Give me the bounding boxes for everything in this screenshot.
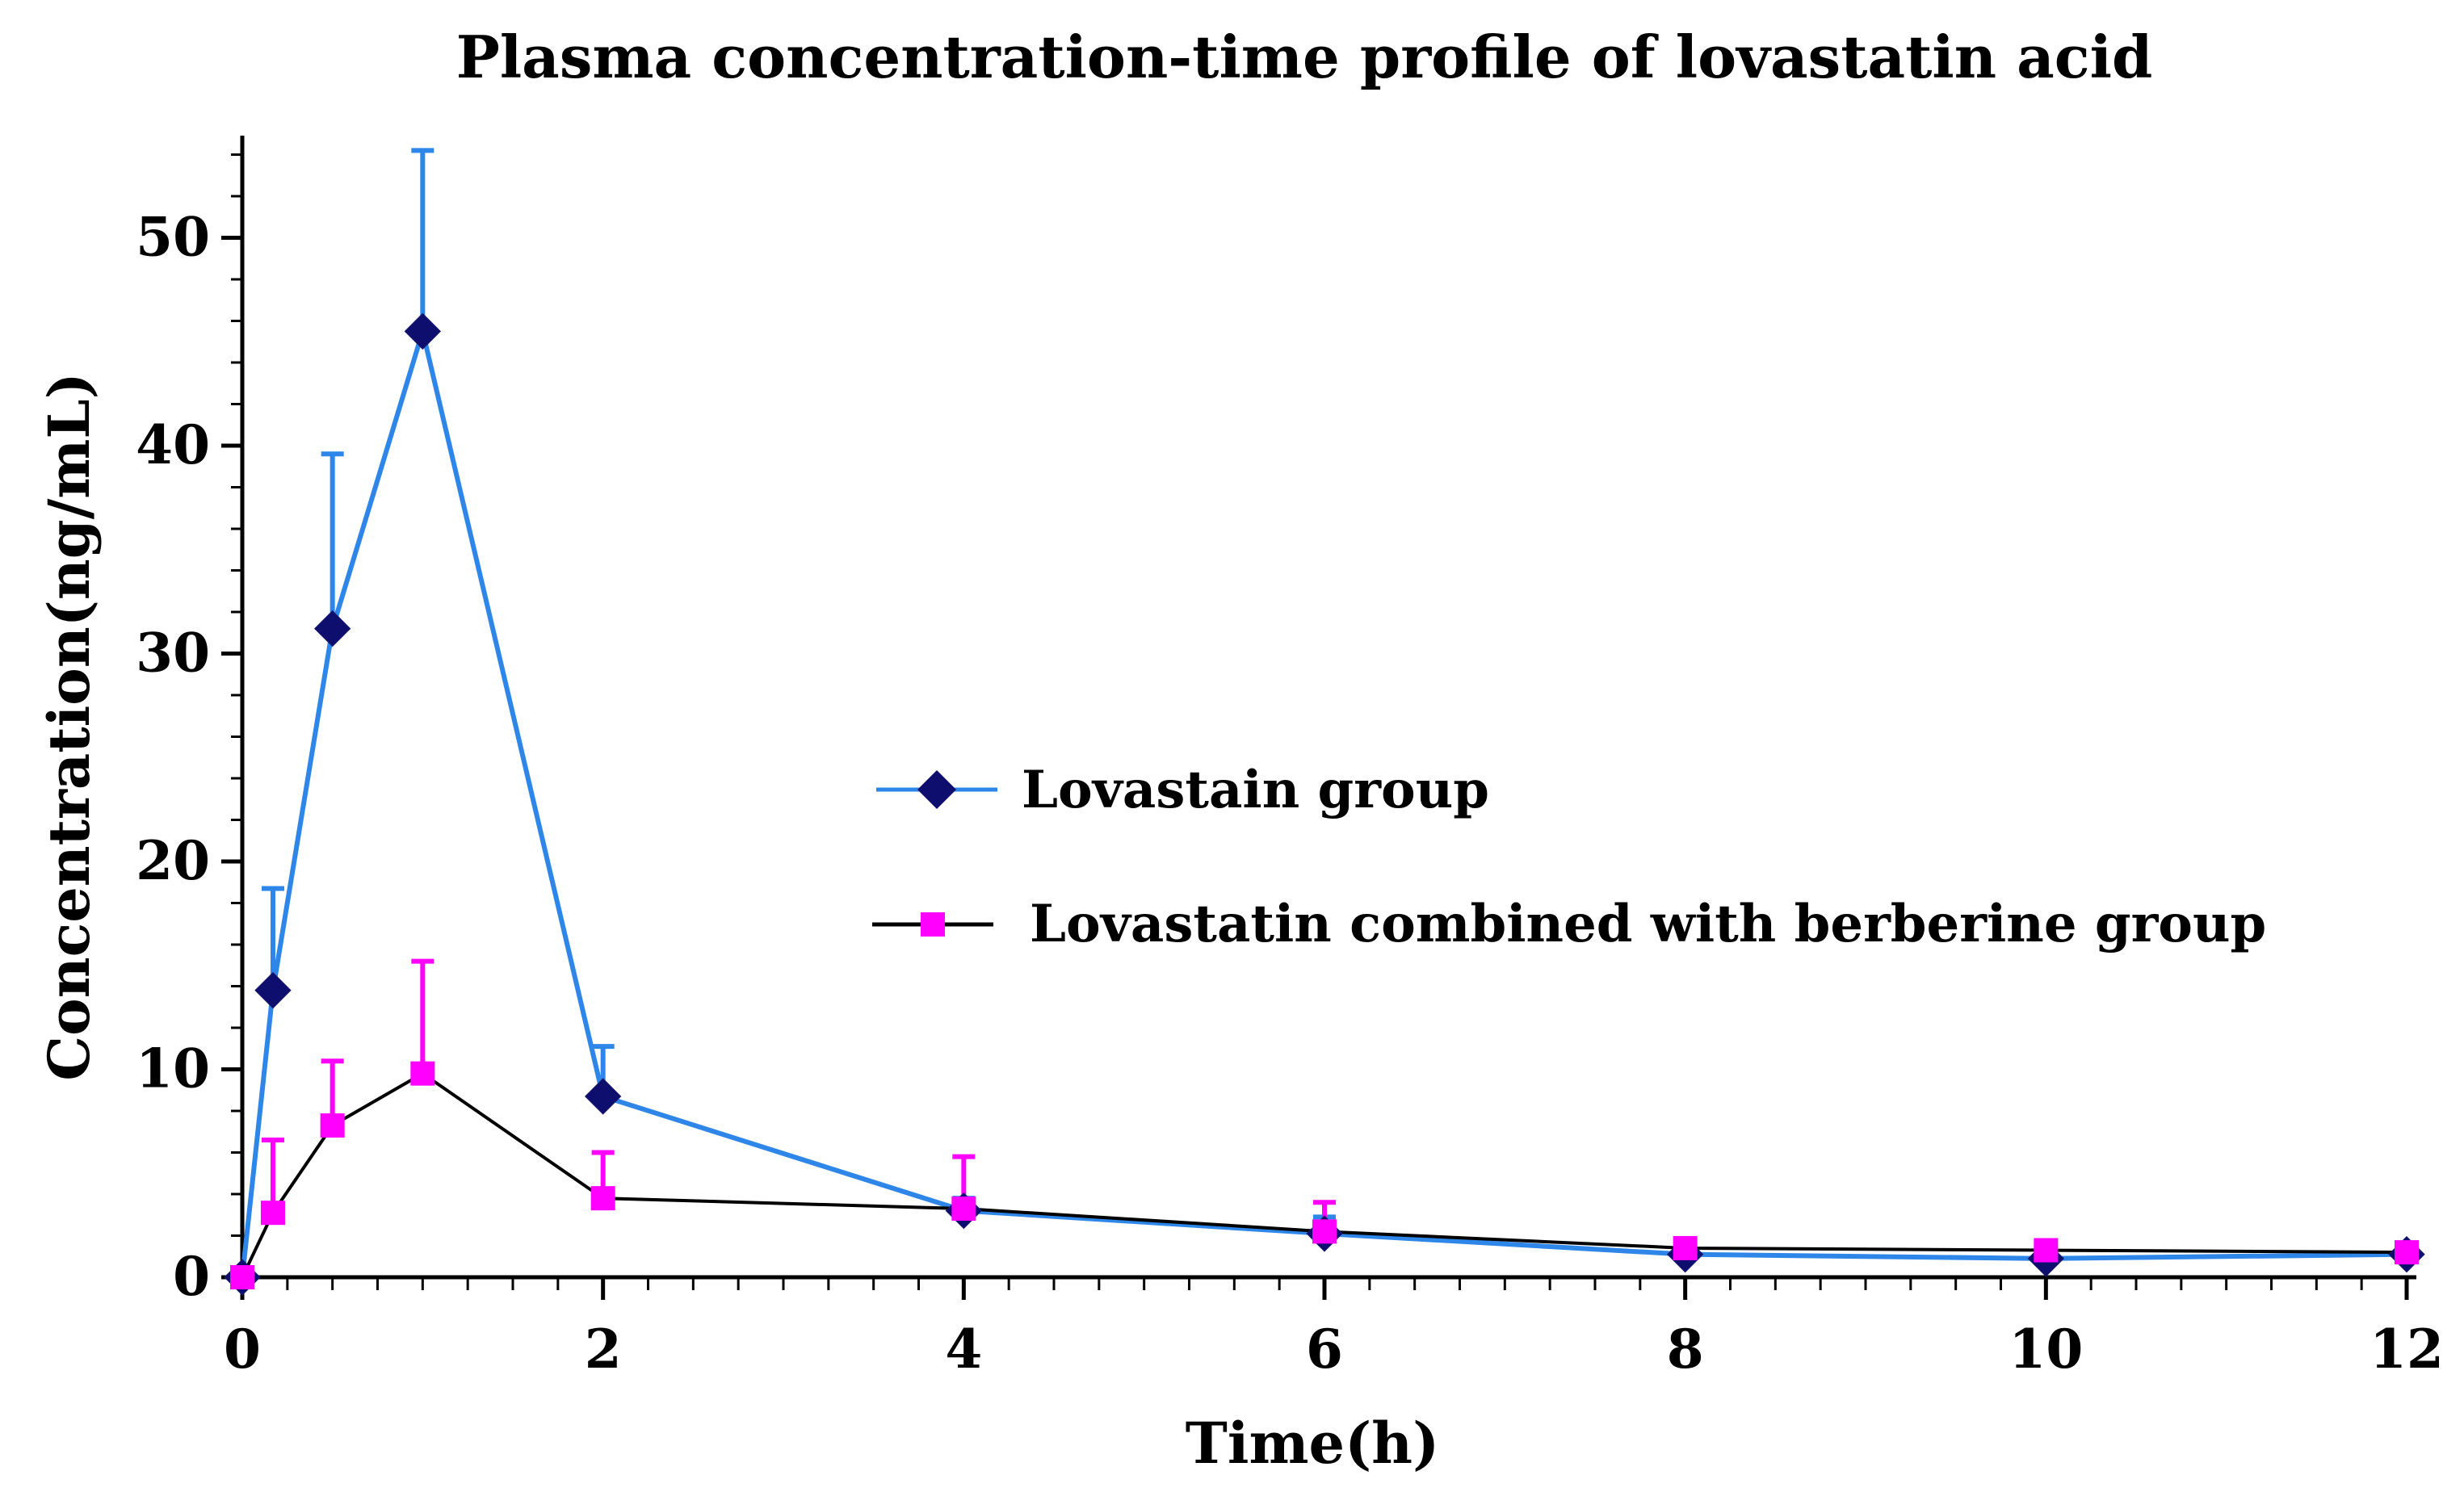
y-tick-label: 40 [136,413,210,476]
data-point-lovastatin [313,610,351,648]
data-point-lovastatin [584,1078,622,1115]
y-tick-label: 20 [136,829,210,892]
y-tick-labels: 0 10 20 30 40 50 [136,206,210,1309]
data-point-combined [2395,1240,2419,1265]
y-ticks [221,153,242,1280]
legend-label-lovastatin: Lovastain group [1022,760,1489,820]
x-tick-labels: 0 2 4 6 8 10 12 [224,1318,2444,1381]
x-ticks [240,1277,2409,1300]
chart-title: Plasma concentration-time profile of lov… [456,23,2153,91]
data-point-combined [1312,1219,1337,1244]
x-tick-label: 4 [945,1318,982,1381]
y-tick-label: 0 [173,1245,210,1308]
x-tick-label: 2 [585,1318,622,1381]
x-tick-label: 12 [2370,1318,2444,1381]
data-point-combined [590,1186,615,1211]
data-point-combined [260,1201,285,1226]
y-tick-label: 50 [136,206,210,269]
x-tick-label: 0 [224,1318,261,1381]
axes [234,136,2416,1280]
series-layer [224,148,2425,1296]
data-point-lovastatin [404,312,442,350]
data-point-lovastatin [254,971,292,1009]
y-tick-label: 30 [136,622,210,685]
series-markers-combined [230,1061,2419,1289]
y-axis-label: Concentration(ng/mL) [36,372,103,1080]
series-lovastatin [240,148,2418,1278]
data-point-combined [230,1265,254,1289]
legend-marker-lovastatin [917,770,956,809]
data-point-combined [2034,1238,2059,1263]
x-tick-label: 8 [1667,1318,1704,1381]
series-line-combined [241,1071,2407,1278]
data-point-combined [320,1113,345,1138]
x-tick-label: 6 [1306,1318,1343,1381]
x-axis-label: Time(h) [1186,1410,1439,1477]
data-point-combined [1673,1235,1698,1260]
x-tick-label: 10 [2009,1318,2083,1381]
legend-label-combined: Lovastatin combined with berberine group [1030,894,2266,954]
y-tick-label: 10 [136,1037,210,1100]
legend-marker-combined [921,912,945,937]
series-line-lovastatin [240,329,2407,1278]
data-point-combined [951,1197,976,1222]
data-point-combined [410,1061,435,1086]
legend: Lovastain group Lovastatin combined with… [872,760,2266,954]
series-combined [241,958,2418,1278]
